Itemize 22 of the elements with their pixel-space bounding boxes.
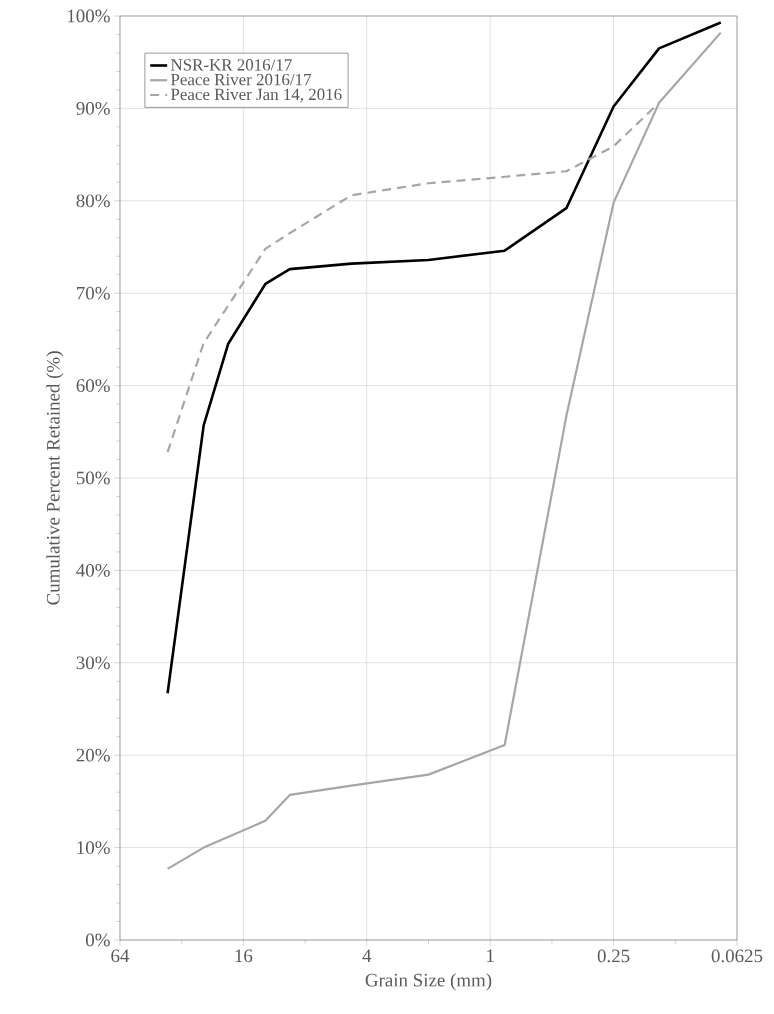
y-tick-label: 40%	[76, 563, 110, 577]
y-tick-label: 60%	[76, 379, 110, 393]
x-tick-label: 16	[235, 949, 253, 963]
x-tick-label: 1	[487, 949, 494, 963]
x-tick-label: 0.0625	[711, 949, 763, 963]
y-tick-label: 30%	[76, 656, 110, 670]
legend-label: Peace River Jan 14, 2016	[170, 88, 342, 103]
x-axis-title: Grain Size (mm)	[365, 973, 492, 991]
y-tick-label: 70%	[77, 286, 110, 300]
y-axis-title: Cumulative Percent Retained (%)	[46, 351, 64, 605]
legend-label: NSR-KR 2016/17	[170, 59, 292, 71]
y-tick-label: 20%	[76, 748, 110, 762]
y-tick-label: 10%	[77, 841, 110, 855]
y-tick-label: 90%	[76, 101, 110, 115]
y-tick-label: 80%	[76, 194, 110, 208]
y-tick-label: 100%	[67, 9, 110, 23]
x-tick-label: 0.25	[597, 949, 630, 963]
x-tick-label: 64	[111, 949, 130, 963]
y-tick-label: 50%	[76, 471, 110, 485]
legend-label: Peace River 2016/17	[170, 73, 312, 86]
x-tick-label: 4	[362, 949, 372, 962]
y-tick-label: 0%	[85, 933, 110, 947]
